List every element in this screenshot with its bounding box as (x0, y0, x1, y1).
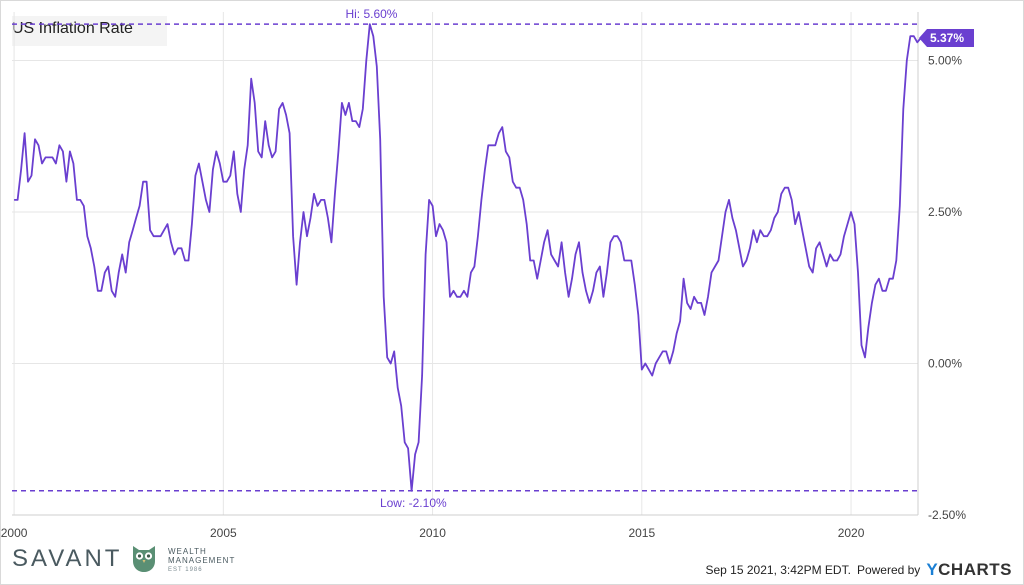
x-tick-label: 2010 (419, 526, 446, 540)
last-value-label: 5.37% (930, 31, 964, 45)
title-box (12, 16, 167, 46)
savant-logo: SAVANT WEALTH MANAGEMENT EST 1986 (12, 543, 252, 575)
axes: -2.50% 0.00% 2.50% 5.00% 2000 2005 2010 2015 202… (1, 53, 967, 540)
annotations: Hi: 5.60% Low: -2.10% (12, 7, 918, 510)
logo-name: SAVANT (12, 545, 123, 572)
series-line (14, 23, 922, 492)
ycharts-logo-y: Y (926, 560, 939, 579)
y-tick-label: -2.50% (928, 508, 966, 522)
logo-subtitle: WEALTH MANAGEMENT (168, 547, 236, 565)
logo-est: EST 1986 (168, 567, 203, 573)
owl-icon (133, 546, 155, 572)
y-tick-label: 5.00% (928, 53, 962, 67)
y-tick-label: 0.00% (928, 356, 962, 370)
last-value-tag: 5.37% (919, 29, 974, 48)
x-tick-label: 2005 (210, 526, 237, 540)
x-tick-label: 2020 (838, 526, 865, 540)
x-tick-label: 2000 (1, 526, 28, 540)
grid (12, 12, 919, 516)
low-label: Low: -2.10% (380, 496, 447, 510)
hi-label: Hi: 5.60% (345, 7, 397, 21)
powered-by: Powered by (856, 563, 921, 577)
footer-credits: Sep 15 2021, 3:42PM EDT. Powered by YCHA… (706, 560, 1013, 580)
last-value-badge (919, 29, 974, 48)
y-tick-label: 2.50% (928, 205, 962, 219)
series: 5.37% (14, 23, 974, 492)
ycharts-logo[interactable]: YCHARTS (926, 560, 1012, 580)
ycharts-logo-rest: CHARTS (938, 560, 1012, 579)
x-tick-label: 2015 (628, 526, 655, 540)
timestamp: Sep 15 2021, 3:42PM EDT. (705, 563, 851, 577)
